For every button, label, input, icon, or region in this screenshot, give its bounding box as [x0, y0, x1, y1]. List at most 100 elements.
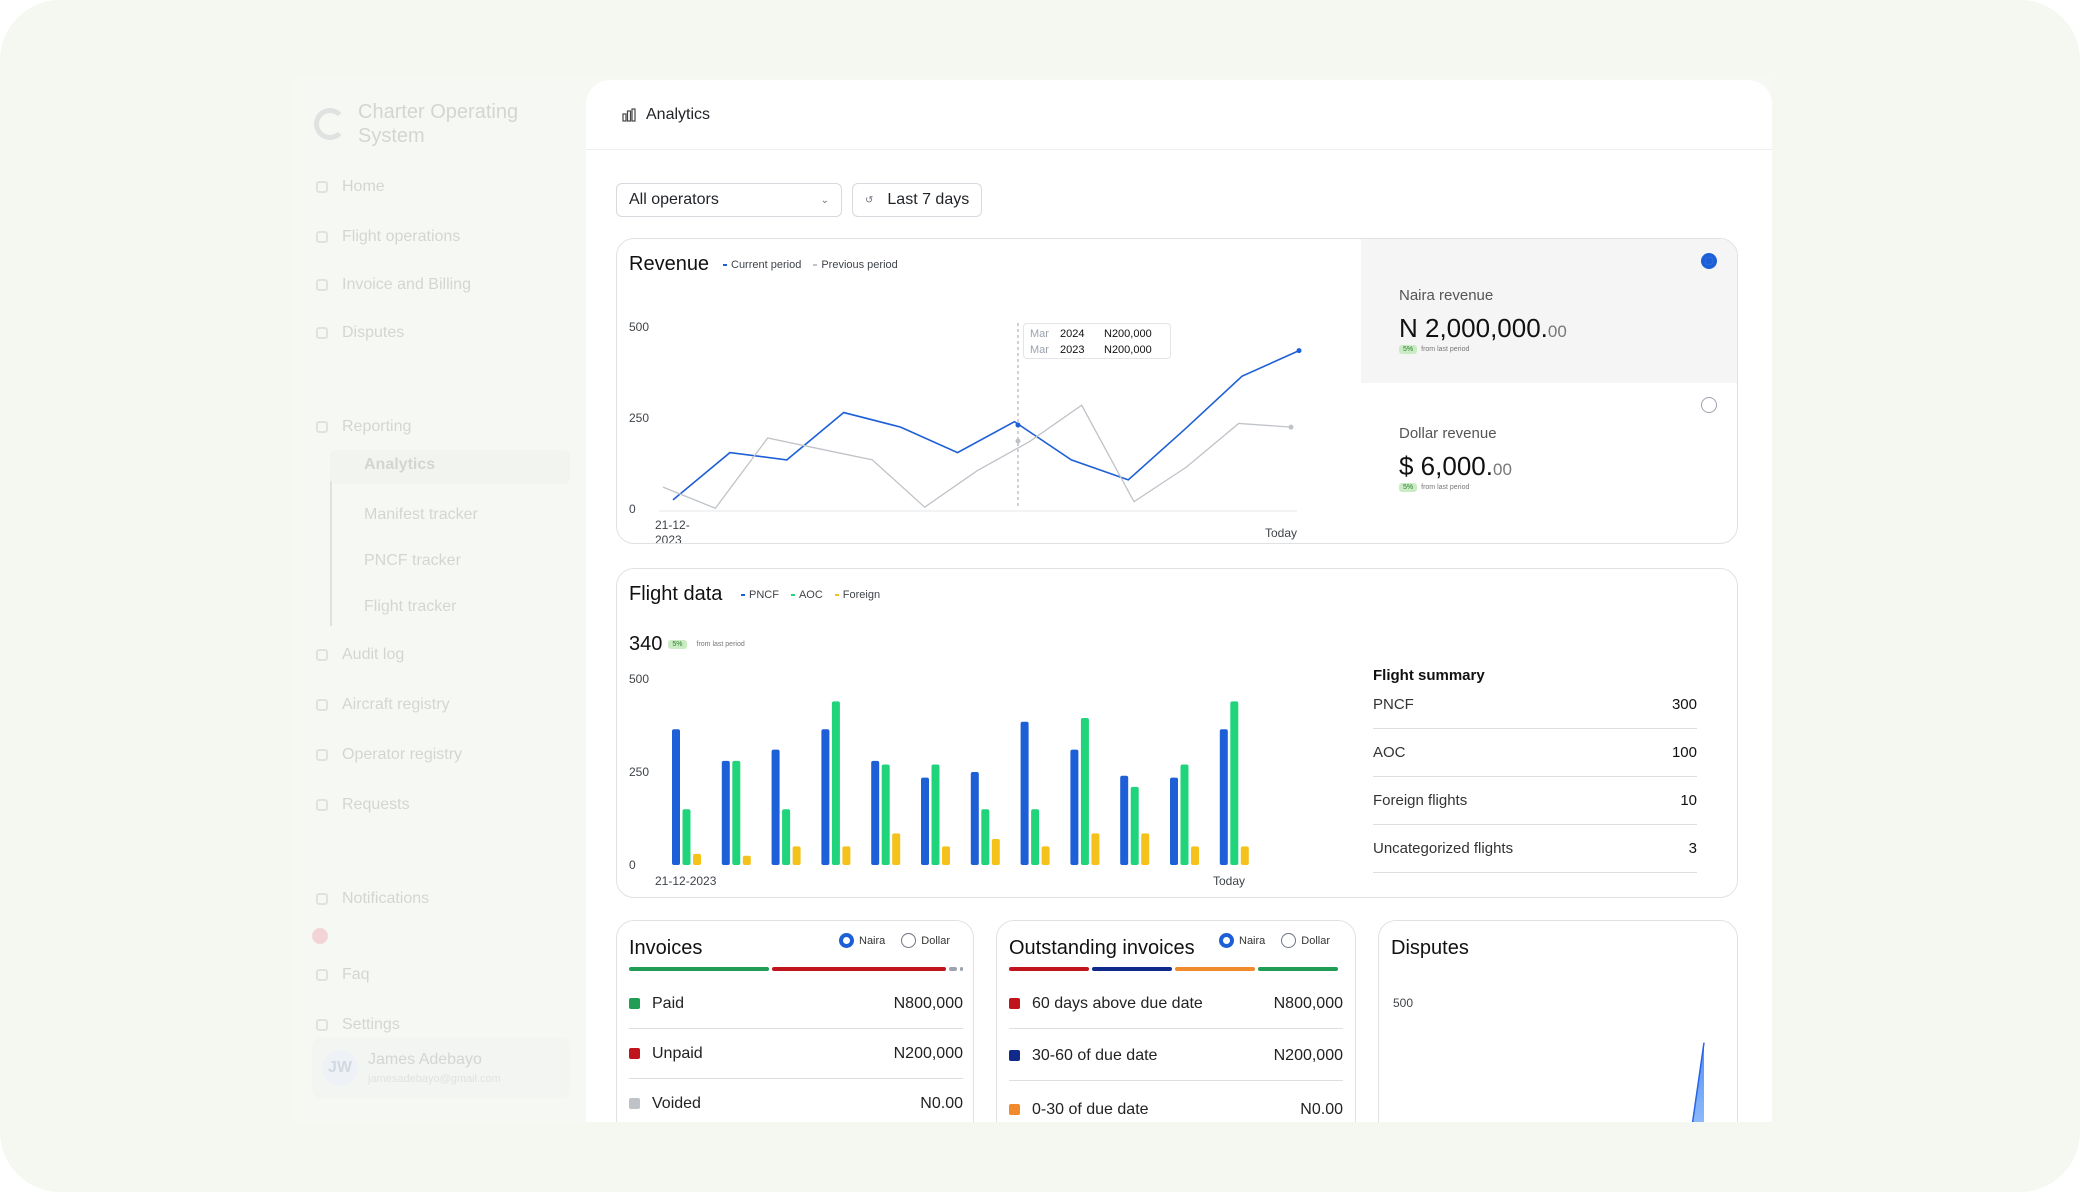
bar-chart-icon — [622, 107, 636, 122]
radio-selected[interactable] — [1219, 933, 1234, 948]
option-label: Dollar — [921, 934, 951, 947]
sidebar-item-faq[interactable]: Faq — [316, 966, 370, 984]
option-label: Naira — [1239, 934, 1266, 947]
radio-unselected[interactable] — [901, 933, 917, 948]
dollar-radio[interactable] — [1701, 397, 1717, 413]
row-label: Paid — [652, 994, 685, 1012]
segment-current — [1258, 967, 1338, 971]
sidebar-item-label: Flight operations — [342, 228, 461, 245]
bar-aoc — [1230, 701, 1239, 865]
bar-foreign — [1041, 846, 1050, 865]
segment-voided — [949, 967, 957, 971]
summary-value: 300 — [1671, 696, 1697, 713]
y-tick-label: 500 — [629, 320, 649, 334]
aircraft-icon — [316, 699, 328, 711]
sidebar-item-notifications[interactable]: Notifications — [316, 890, 429, 908]
operator-select-value: All operators — [629, 191, 719, 208]
bar-pncf — [1120, 775, 1129, 865]
segment-unpaid — [772, 967, 946, 971]
summary-label: Uncategorized flights — [1373, 840, 1514, 857]
sidebar-item-label: Invoice and Billing — [342, 276, 471, 293]
tooltip-year: 2024 — [1060, 328, 1085, 340]
row-value: N0.00 — [920, 1094, 963, 1112]
disputes-line — [1691, 1042, 1705, 1122]
invoices-naira-option[interactable]: Naira — [839, 933, 885, 948]
sidebar-item-label: Requests — [342, 796, 410, 813]
sidebar-item-audit-log[interactable]: Audit log — [316, 646, 404, 664]
summary-value: 3 — [1688, 840, 1697, 857]
app-window: Charter Operating System Home Flight ope… — [294, 78, 1772, 1122]
main-panel: Analytics All operators ⌄ ↺ Last 7 days … — [586, 80, 1772, 1122]
invoice-row-unpaid: Unpaid N200,000 — [629, 1029, 963, 1079]
outstanding-naira-option[interactable]: Naira — [1219, 933, 1265, 948]
operator-select[interactable]: All operators ⌄ — [616, 183, 842, 217]
status-swatch — [1009, 1050, 1020, 1061]
summary-value: 100 — [1671, 744, 1697, 761]
flight-summary-title: Flight summary — [1373, 667, 1485, 684]
sidebar-item-operator-registry[interactable]: Operator registry — [316, 746, 462, 764]
tooltip-value: N200,000 — [1104, 328, 1152, 340]
user-profile[interactable]: JW James Adebayo jamesadebayo@gmail.com — [312, 1038, 570, 1098]
outstanding-progress-bar — [1009, 967, 1338, 971]
bar-aoc — [881, 764, 890, 865]
disputes-area — [1692, 1042, 1704, 1122]
change-note: from last period — [1421, 346, 1470, 353]
naira-revenue-option[interactable]: Naira revenue N 2,000,000.00 5% from last… — [1361, 239, 1737, 383]
y-tick-label: 250 — [1393, 1120, 1413, 1122]
bar-aoc — [782, 809, 791, 865]
sidebar-subitem-flight-tracker[interactable]: Flight tracker — [364, 598, 457, 615]
sidebar-item-invoice-billing[interactable]: Invoice and Billing — [316, 276, 471, 294]
logo-icon — [314, 108, 346, 140]
row-label: 30-60 of due date — [1032, 1046, 1158, 1064]
sidebar-subitem-manifest-tracker[interactable]: Manifest tracker — [364, 506, 478, 523]
invoice-row-voided: Voided N0.00 — [629, 1079, 963, 1122]
x-tick-label-start: 21-12-2023 — [655, 874, 717, 888]
row-value: N0.00 — [1300, 1100, 1343, 1118]
sidebar-item-reporting[interactable]: Reporting — [316, 418, 411, 436]
flight-total: 340 5% from last period — [629, 633, 745, 656]
revenue-currency-panel: Naira revenue N 2,000,000.00 5% from last… — [1361, 239, 1737, 541]
x-tick-label-start-cont: 2023 — [655, 533, 682, 544]
bar-foreign — [1240, 846, 1249, 865]
invoices-title: Invoices — [629, 937, 703, 959]
outstanding-row-0-30-days: 0-30 of due date N0.00 — [1009, 1085, 1343, 1122]
summary-label: PNCF — [1373, 696, 1414, 713]
sidebar-item-requests[interactable]: Requests — [316, 796, 410, 814]
summary-label: Foreign flights — [1373, 792, 1468, 809]
sidebar-subitem-analytics[interactable]: Analytics — [330, 450, 570, 484]
sidebar-item-settings[interactable]: Settings — [316, 1016, 400, 1034]
sidebar-item-flight-operations[interactable]: Flight operations — [316, 228, 460, 246]
sidebar-item-aircraft-registry[interactable]: Aircraft registry — [316, 696, 450, 714]
revenue-title: Revenue — [629, 253, 710, 275]
invoices-dollar-option[interactable]: Dollar — [901, 933, 950, 948]
status-swatch — [629, 1098, 640, 1109]
bar-pncf — [672, 729, 680, 865]
date-range-button[interactable]: ↺ Last 7 days — [852, 183, 983, 217]
dollar-revenue-option[interactable]: Dollar revenue $ 6,000.00 5% from last pe… — [1361, 383, 1737, 527]
row-value: N800,000 — [893, 994, 963, 1012]
submenu-guide-line — [330, 462, 332, 626]
naira-radio[interactable] — [1701, 253, 1717, 269]
radio-unselected[interactable] — [1281, 933, 1297, 948]
sidebar-item-label: Home — [342, 178, 385, 195]
summary-row-aoc: AOC 100 — [1373, 729, 1697, 777]
revenue-series-end-point — [1296, 348, 1302, 354]
sidebar-item-disputes[interactable]: Disputes — [316, 324, 404, 342]
bar-aoc — [1031, 809, 1040, 865]
sidebar-subitem-pncf-tracker[interactable]: PNCF tracker — [364, 552, 461, 569]
sidebar-item-home[interactable]: Home — [316, 178, 385, 196]
bar-foreign — [1091, 833, 1100, 865]
tooltip-row-current: Mar 2024 N200,000 — [1030, 326, 1164, 342]
app-logo: Charter Operating System — [314, 100, 548, 148]
option-label: Dollar — [1301, 934, 1331, 947]
bar-aoc — [682, 809, 691, 865]
bar-aoc — [1130, 786, 1139, 865]
naira-revenue-amount: N 2,000,000. — [1399, 313, 1548, 343]
bar-pncf — [771, 749, 780, 865]
radio-selected[interactable] — [839, 933, 854, 948]
sidebar-item-label: Settings — [342, 1016, 400, 1033]
flight-legend: PNCF AOC Foreign — [741, 589, 880, 601]
outstanding-dollar-option[interactable]: Dollar — [1281, 933, 1330, 948]
revenue-series-line-current — [672, 349, 1300, 501]
option-label: Naira — [859, 934, 886, 947]
